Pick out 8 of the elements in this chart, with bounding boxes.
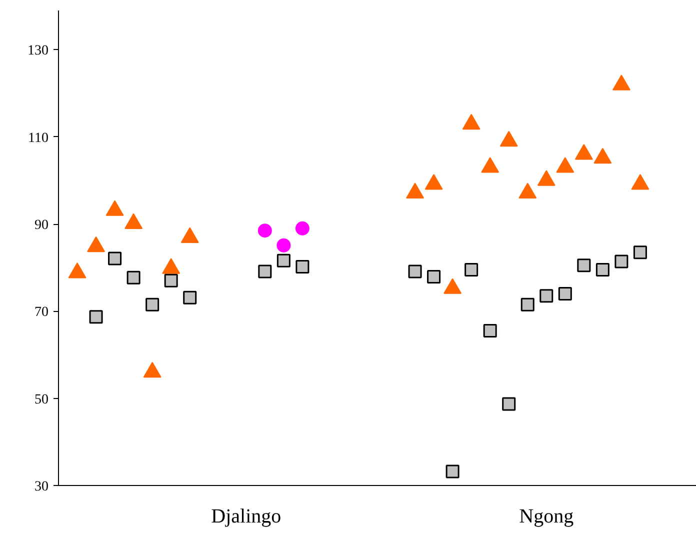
y-tick-label: 30 bbox=[34, 480, 48, 494]
y-tick-label: 70 bbox=[34, 305, 48, 320]
x-tick-label: Ngong bbox=[519, 506, 574, 528]
y-tick-label: 110 bbox=[28, 130, 49, 146]
y-tick-label: 50 bbox=[34, 392, 48, 408]
y-tick-label: 90 bbox=[34, 218, 48, 234]
y-tick-label: 130 bbox=[28, 44, 48, 59]
x-tick-label: Djalingo bbox=[211, 506, 282, 528]
